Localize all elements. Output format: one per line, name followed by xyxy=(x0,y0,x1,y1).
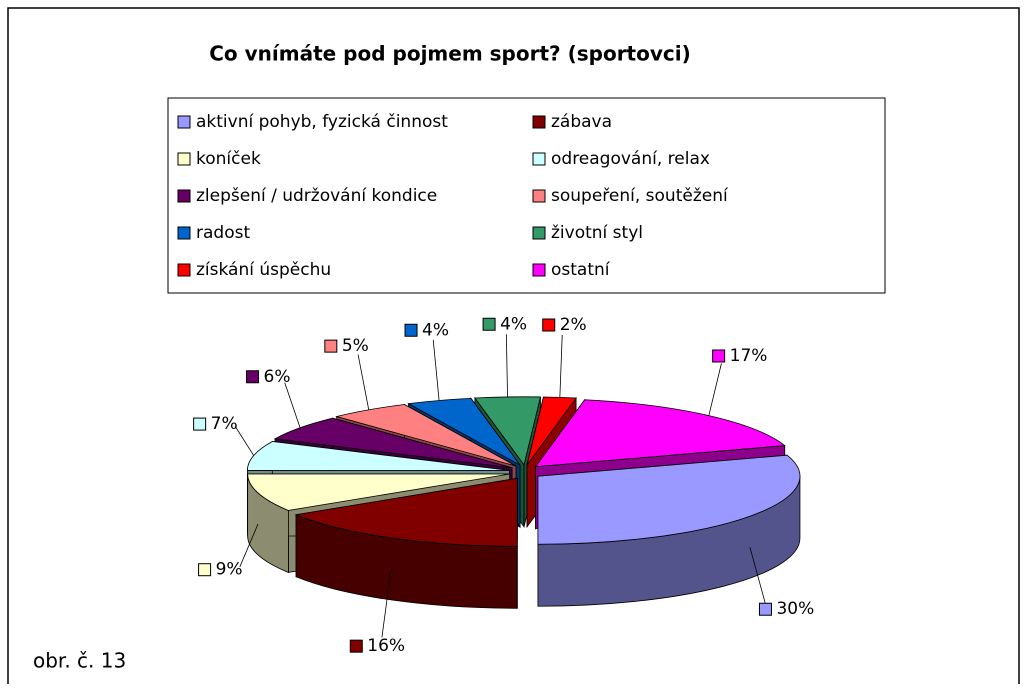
legend-label: získání úspěchu xyxy=(196,260,331,280)
data-label: 9% xyxy=(216,560,243,580)
leader-line xyxy=(505,334,508,397)
data-label-swatch xyxy=(246,370,260,384)
slice xyxy=(294,477,518,547)
legend-label: životní styl xyxy=(551,223,643,243)
legend-label: odreagování, relax xyxy=(551,149,710,169)
legend-swatch xyxy=(177,226,191,240)
slice xyxy=(534,399,786,468)
leader-line xyxy=(381,568,392,638)
legend-label: zlepšení / udržování kondice xyxy=(196,186,437,206)
data-label-swatch xyxy=(758,602,772,616)
legend-swatch xyxy=(532,263,546,277)
legend-swatch xyxy=(532,152,546,166)
leader-line xyxy=(284,382,301,428)
slice xyxy=(537,454,801,545)
data-label-swatch xyxy=(712,349,726,363)
data-label: 6% xyxy=(264,367,291,387)
legend-label: koníček xyxy=(196,149,261,169)
leader-line xyxy=(357,354,370,410)
legend-swatch xyxy=(532,226,546,240)
slice xyxy=(247,473,510,511)
data-label: 2% xyxy=(560,315,587,335)
leader-line xyxy=(432,339,440,401)
leader-line xyxy=(749,547,766,604)
legend-swatch xyxy=(177,189,191,203)
chart-title: Co vnímáte pod pojmem sport? (sportovci) xyxy=(209,42,691,66)
legend-label: soupeření, soutěžení xyxy=(551,186,729,206)
data-label: 5% xyxy=(342,336,369,356)
legend-label: ostatní xyxy=(551,260,611,280)
data-label: 17% xyxy=(730,346,768,366)
legend-box xyxy=(167,97,886,294)
data-label-swatch xyxy=(198,563,212,577)
data-label: 4% xyxy=(500,314,527,334)
data-label-swatch xyxy=(193,417,207,431)
slice xyxy=(474,396,541,466)
data-label-swatch xyxy=(349,639,363,653)
data-label-swatch xyxy=(404,323,418,337)
data-label: 16% xyxy=(367,636,405,656)
legend-swatch xyxy=(177,152,191,166)
legend-swatch xyxy=(532,189,546,203)
legend-swatch xyxy=(177,115,191,129)
data-label-swatch xyxy=(542,318,556,332)
slice xyxy=(246,441,510,471)
data-label: 4% xyxy=(422,320,449,340)
data-label-swatch xyxy=(482,317,496,331)
leader-line xyxy=(239,523,259,568)
slice xyxy=(407,397,521,466)
legend-swatch xyxy=(177,263,191,277)
legend-label: aktivní pohyb, fyzická činnost xyxy=(196,112,448,132)
leader-line xyxy=(708,363,722,416)
data-label-swatch xyxy=(324,339,338,353)
legend-label: radost xyxy=(196,223,250,243)
legend-swatch xyxy=(532,115,546,129)
slice xyxy=(335,404,517,467)
legend-label: zábava xyxy=(551,112,612,132)
caption: obr. č. 13 xyxy=(33,649,126,673)
leader-line xyxy=(559,334,563,398)
data-label: 7% xyxy=(211,414,238,434)
leader-line xyxy=(234,426,255,456)
data-label: 30% xyxy=(776,599,814,619)
